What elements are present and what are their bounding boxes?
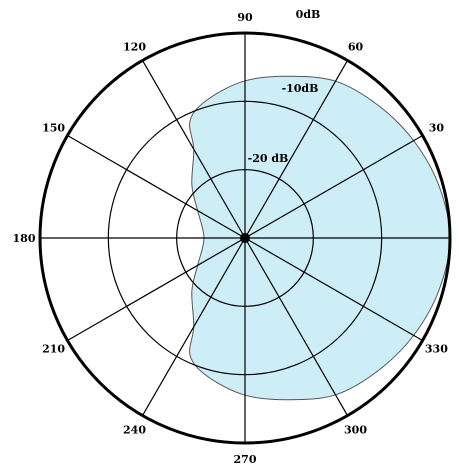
angle-tick-label: 60 [348, 41, 364, 54]
grid-spoke [244, 237, 349, 416]
grid-spoke [141, 237, 246, 416]
grid-spoke [67, 237, 246, 342]
angle-tick-label: 90 [237, 11, 253, 24]
ring-level-label: 0dB [296, 8, 321, 21]
angle-tick-label: 240 [123, 423, 146, 436]
ring-level-label: -20 dB [248, 152, 289, 165]
grid-spoke [244, 134, 423, 239]
grid-spoke [67, 134, 246, 239]
grid-spoke [141, 60, 246, 239]
angle-tick-label: 180 [13, 232, 36, 245]
ring-level-label: -10dB [282, 82, 319, 95]
polar-grid [38, 31, 452, 445]
angle-tick-label: 270 [234, 453, 257, 466]
angle-tick-label: 150 [42, 122, 65, 135]
grid-spoke [244, 237, 423, 342]
angle-tick-label: 300 [344, 423, 367, 436]
angle-tick-label: 330 [425, 343, 448, 356]
label-layer: 90 60 30 330 300 270 240 210 180 150 120 0dB -10dB -2… [13, 8, 449, 466]
grid-spoke [244, 60, 349, 239]
angle-tick-label: 120 [123, 41, 146, 54]
angle-tick-label: 30 [429, 122, 445, 135]
center-point [240, 233, 250, 243]
angle-tick-label: 210 [42, 343, 65, 356]
